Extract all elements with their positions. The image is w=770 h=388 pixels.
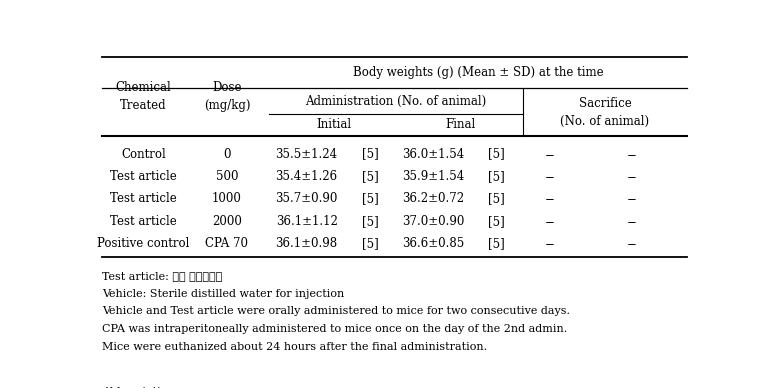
Text: −: − [545,192,554,205]
Text: Body weights (g) (Mean ± SD) at the time: Body weights (g) (Mean ± SD) at the time [353,66,604,79]
Text: Sacrifice
(No. of animal): Sacrifice (No. of animal) [561,97,650,128]
Text: 35.7±0.90: 35.7±0.90 [276,192,338,205]
Text: [5]: [5] [487,215,504,228]
Text: −: − [627,215,637,228]
Text: Control: Control [121,147,166,161]
Text: CPA was intraperitoneally administered to mice once on the day of the 2nd admin.: CPA was intraperitoneally administered t… [102,324,567,334]
Text: Positive control: Positive control [97,237,189,250]
Text: Mice were euthanized about 24 hours after the final administration.: Mice were euthanized about 24 hours afte… [102,342,487,352]
Text: −: − [627,237,637,250]
Text: CPA 70: CPA 70 [206,237,249,250]
Text: −: − [545,170,554,183]
Text: 36.1±1.12: 36.1±1.12 [276,215,337,228]
Text: 37.0±0.90: 37.0±0.90 [402,215,464,228]
Text: [5]: [5] [363,192,379,205]
Text: 0: 0 [223,147,231,161]
Text: −: − [545,147,554,161]
Text: [5]: [5] [487,147,504,161]
Text: Administration (No. of animal): Administration (No. of animal) [306,95,487,107]
Text: [5]: [5] [363,170,379,183]
Text: 35.9±1.54: 35.9±1.54 [402,170,464,183]
Text: −: − [627,192,637,205]
Text: 1000: 1000 [212,192,242,205]
Text: 36.1±0.98: 36.1±0.98 [276,237,338,250]
Text: Final: Final [445,118,475,132]
Text: 35.4±1.26: 35.4±1.26 [276,170,338,183]
Text: −: − [545,237,554,250]
Text: Test article: Test article [110,170,177,183]
Text: [5]: [5] [363,215,379,228]
Text: 500: 500 [216,170,238,183]
Text: [5]: [5] [487,237,504,250]
Text: [5]: [5] [363,237,379,250]
Text: [5]: [5] [363,147,379,161]
Text: 2000: 2000 [212,215,242,228]
Text: Test article: Test article [110,192,177,205]
Text: Dose
(mg/kg): Dose (mg/kg) [204,81,250,112]
Text: Vehicle and Test article were orally administered to mice for two consecutive da: Vehicle and Test article were orally adm… [102,307,571,317]
Text: −: − [627,147,637,161]
Text: Test article: 세신 열수추출물: Test article: 세신 열수추출물 [102,271,223,281]
Text: Vehicle: Sterile distilled water for injection: Vehicle: Sterile distilled water for inj… [102,289,344,298]
Text: 35.5±1.24: 35.5±1.24 [276,147,338,161]
Text: 36.0±1.54: 36.0±1.54 [402,147,464,161]
Text: Abbreviation: Abbreviation [102,387,175,388]
Text: 36.6±0.85: 36.6±0.85 [402,237,464,250]
Text: −: − [545,215,554,228]
Text: [5]: [5] [487,192,504,205]
Text: [5]: [5] [487,170,504,183]
Text: −: − [627,170,637,183]
Text: Chemical
Treated: Chemical Treated [116,81,171,112]
Text: 36.2±0.72: 36.2±0.72 [403,192,464,205]
Text: Initial: Initial [316,118,351,132]
Text: Test article: Test article [110,215,177,228]
